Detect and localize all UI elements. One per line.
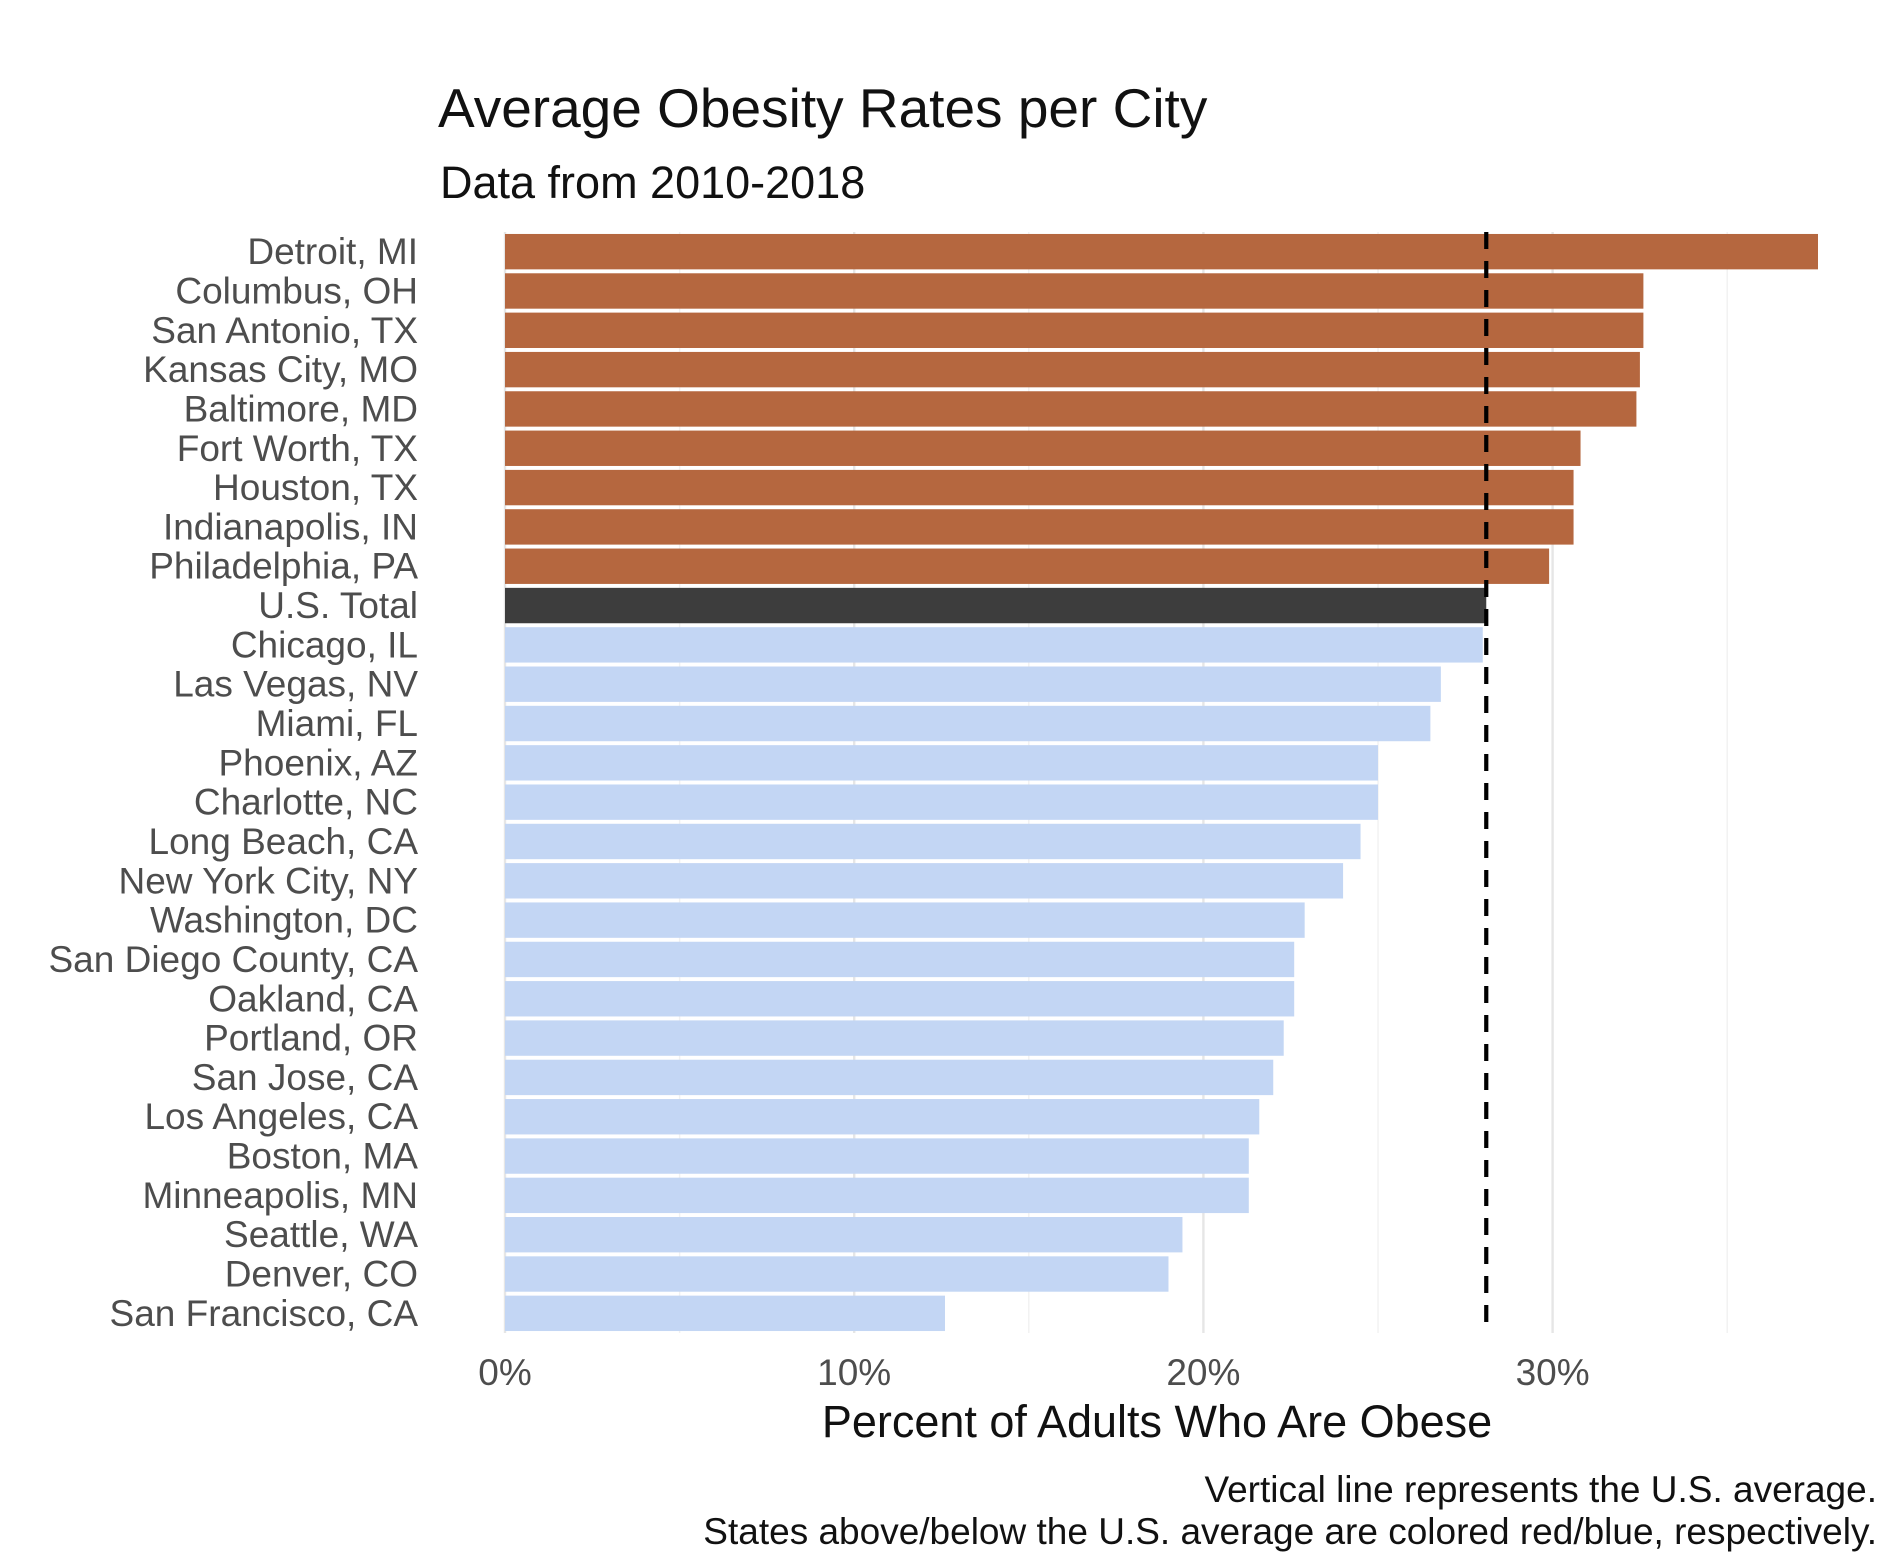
category-label: Houston, TX xyxy=(213,467,418,508)
bar xyxy=(505,273,1644,309)
category-label: Oakland, CA xyxy=(208,978,418,1019)
category-label: Los Angeles, CA xyxy=(144,1096,418,1137)
x-tick-labels: 0% 10% 20% 30% xyxy=(478,1352,1589,1393)
bar xyxy=(505,627,1483,663)
bar xyxy=(505,902,1305,938)
category-label: U.S. Total xyxy=(258,585,418,626)
x-axis-title: Percent of Adults Who Are Obese xyxy=(822,1396,1492,1447)
bar xyxy=(505,587,1487,624)
category-label: Chicago, IL xyxy=(231,624,418,665)
category-label: San Diego County, CA xyxy=(48,939,418,980)
category-label: Denver, CO xyxy=(225,1254,418,1295)
bar xyxy=(505,1217,1183,1253)
caption-line-1: Vertical line represents the U.S. averag… xyxy=(1204,1469,1877,1510)
x-tick-label: 30% xyxy=(1516,1352,1590,1393)
bar xyxy=(505,705,1431,742)
category-label: Kansas City, MO xyxy=(143,349,418,390)
category-label: San Francisco, CA xyxy=(110,1293,419,1334)
bar xyxy=(505,312,1644,348)
category-label: Fort Worth, TX xyxy=(177,428,418,469)
bar xyxy=(505,981,1295,1017)
category-label: San Antonio, TX xyxy=(151,310,418,351)
chart-subtitle: Data from 2010-2018 xyxy=(440,157,865,208)
category-label: Columbus, OH xyxy=(175,270,418,311)
x-tick-label: 10% xyxy=(817,1352,891,1393)
x-tick-label: 0% xyxy=(478,1352,531,1393)
category-label: Detroit, MI xyxy=(247,231,418,272)
bar xyxy=(505,233,1818,270)
bar xyxy=(505,863,1344,899)
bar xyxy=(505,1059,1274,1096)
bar xyxy=(505,1099,1260,1135)
category-label: Philadelphia, PA xyxy=(149,546,418,587)
bar xyxy=(505,391,1637,427)
category-label: Charlotte, NC xyxy=(194,782,418,823)
bar xyxy=(505,1138,1249,1174)
category-label: Boston, MA xyxy=(227,1136,419,1177)
bar xyxy=(505,351,1640,388)
bar xyxy=(505,548,1550,584)
x-tick-label: 20% xyxy=(1166,1352,1240,1393)
bar xyxy=(505,1177,1249,1214)
bar xyxy=(505,509,1574,545)
category-label: Baltimore, MD xyxy=(184,388,418,429)
category-label: Las Vegas, NV xyxy=(173,664,418,705)
category-label: Washington, DC xyxy=(150,900,418,941)
category-label: Seattle, WA xyxy=(224,1214,418,1255)
bar xyxy=(505,784,1379,820)
bar xyxy=(505,666,1441,702)
bar xyxy=(505,745,1379,781)
category-label: New York City, NY xyxy=(118,860,418,901)
bar xyxy=(505,1020,1284,1056)
bar xyxy=(505,823,1361,860)
category-label: San Jose, CA xyxy=(192,1057,419,1098)
category-label: Minneapolis, MN xyxy=(142,1175,418,1216)
caption-line-2: States above/below the U.S. average are … xyxy=(703,1511,1877,1552)
bar xyxy=(505,469,1574,506)
chart-title: Average Obesity Rates per City xyxy=(438,77,1208,139)
bar xyxy=(505,941,1295,978)
bar xyxy=(505,1256,1169,1292)
bars xyxy=(505,233,1818,1332)
category-label: Miami, FL xyxy=(256,703,418,744)
category-label: Portland, OR xyxy=(204,1018,418,1059)
category-label: Long Beach, CA xyxy=(149,821,419,862)
category-label: Indianapolis, IN xyxy=(163,506,418,547)
bar xyxy=(505,1295,945,1332)
category-label: Phoenix, AZ xyxy=(218,742,418,783)
bar xyxy=(505,430,1581,466)
